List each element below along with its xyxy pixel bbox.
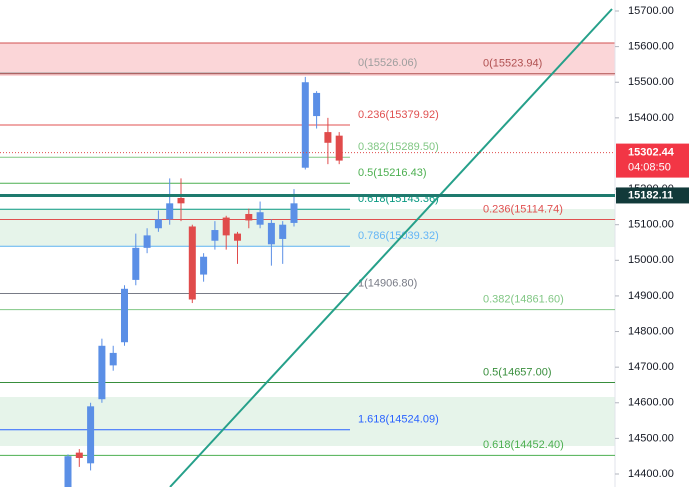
candle-body [324,132,332,143]
last-price-box [616,143,689,178]
trend-line [169,8,613,487]
candle-body [87,406,95,464]
candle-body [200,256,208,275]
y-tick-label: 14400.00 [628,468,674,480]
fib-label: 0(15526.06) [358,57,417,69]
support-zone [0,209,615,247]
y-tick-label: 15600.00 [628,41,674,53]
last-price-label: 15302.44 [628,147,675,159]
y-tick-label: 15500.00 [628,76,674,88]
support-zone [0,397,615,446]
marked-price-box [616,187,689,204]
fib-label: 0.618(14452.40) [483,439,564,451]
y-tick-label: 15100.00 [628,219,674,231]
candle-body [279,224,287,239]
fib-label: 0(15523.94) [483,58,542,70]
fib-label: 0.236(15379.92) [358,109,439,121]
candle-body [143,235,151,248]
y-tick-label: 15000.00 [628,254,674,266]
y-tick-label: 14600.00 [628,397,674,409]
y-tick-label: 14800.00 [628,325,674,337]
candle-body [267,222,275,245]
fib-label: 0.382(14861.60) [483,294,564,306]
candle-body [290,203,298,223]
y-tick-label: 15700.00 [628,5,674,17]
fib-label: 0.5(14657.00) [483,366,552,378]
candle-body [245,214,253,221]
candle-body [335,135,343,161]
fib-label: 0.5(15216.43) [358,167,427,179]
fib-label: 0.786(15039.32) [358,230,439,242]
y-tick-label: 14900.00 [628,290,674,302]
candle-body [177,197,185,204]
candle-body [188,226,196,300]
candle-body [154,219,162,229]
fib-label: 1.618(14524.09) [358,414,439,426]
candle-body [301,82,309,168]
candle-body [64,456,72,487]
candle-body [211,230,219,241]
candle-body [222,217,230,236]
candle-body [121,288,128,343]
y-tick-label: 14500.00 [628,432,674,444]
candle-body [98,345,106,400]
countdown-label: 04:08:50 [628,162,671,174]
marked-price-label: 15182.11 [628,189,673,201]
y-tick-label: 14700.00 [628,361,674,373]
candle-body [234,233,241,241]
resistance-zone [0,43,615,76]
candle-body [132,247,140,280]
candle-body [256,212,264,225]
fib-label: 0.382(15289.50) [358,141,439,153]
fib-label: 0.236(15114.74) [483,203,563,215]
candle-body [166,203,174,220]
y-tick-label: 15400.00 [628,112,674,124]
candle-body [75,452,83,458]
candle-body [313,92,321,117]
candle-body [109,352,117,366]
fib-label: 1(14906.80) [358,277,417,289]
